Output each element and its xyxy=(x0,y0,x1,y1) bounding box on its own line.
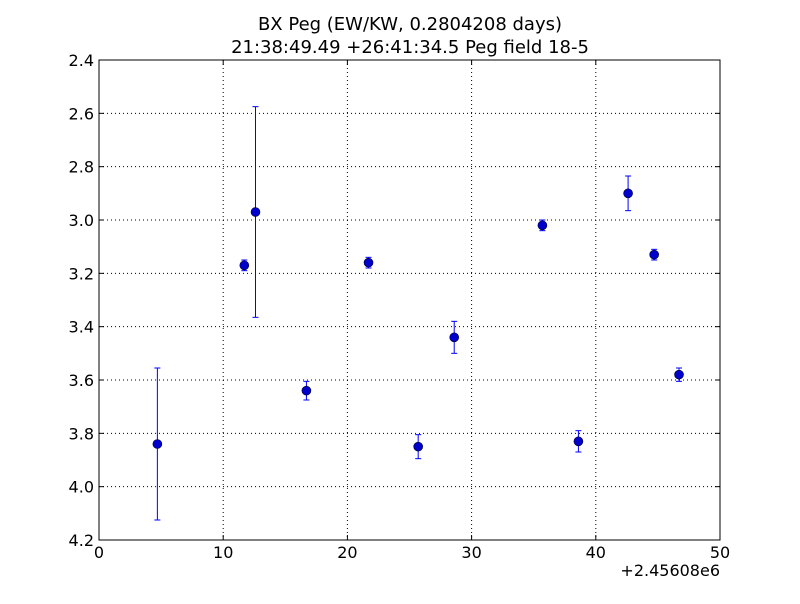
x-tick-label: 0 xyxy=(94,543,104,562)
point-layer xyxy=(152,188,684,452)
data-point xyxy=(152,439,163,449)
data-point xyxy=(573,436,584,447)
chart-title-line2: 21:38:49.49 +26:41:34.5 Peg field 18-5 xyxy=(231,37,589,58)
y-tick-label: 4.0 xyxy=(69,478,94,497)
y-tick-label: 3.4 xyxy=(69,318,94,337)
plot-frame xyxy=(98,59,721,541)
x-tick-label: 10 xyxy=(213,543,233,562)
data-point xyxy=(250,207,261,217)
y-tick-label: 4.2 xyxy=(69,531,94,550)
x-tick-label: 20 xyxy=(337,543,357,562)
y-tick-label: 3.0 xyxy=(69,211,94,230)
data-point xyxy=(649,249,659,260)
data-point xyxy=(239,260,250,271)
x-tick-label: 40 xyxy=(586,543,606,562)
chart-title-line1: BX Peg (EW/KW, 0.2804208 days) xyxy=(258,14,562,35)
data-point xyxy=(301,385,312,396)
x-tick-label: 50 xyxy=(710,543,730,562)
data-point xyxy=(537,220,548,231)
x-tick-label: 30 xyxy=(461,543,481,562)
y-tick-label: 2.8 xyxy=(69,158,94,177)
y-tick-label: 3.6 xyxy=(69,371,94,390)
x-offset-label: +2.45608e6 xyxy=(620,561,720,580)
tick-layer: 0 10 20 30 40 50 2.4 2.6 2.8 3.0 3.2 3.4 3.6 3.8 4.0 4.… xyxy=(69,51,731,562)
data-point xyxy=(674,369,684,380)
y-tick-label: 2.4 xyxy=(69,51,94,70)
grid-layer xyxy=(99,60,720,540)
y-tick-label: 2.6 xyxy=(69,104,94,123)
data-point xyxy=(449,332,460,343)
y-tick-label: 3.2 xyxy=(69,264,94,283)
y-tick-label: 3.8 xyxy=(69,424,94,443)
data-point xyxy=(363,257,374,268)
data-point xyxy=(623,188,633,199)
errorbar-layer xyxy=(154,106,683,521)
data-point xyxy=(413,441,423,452)
